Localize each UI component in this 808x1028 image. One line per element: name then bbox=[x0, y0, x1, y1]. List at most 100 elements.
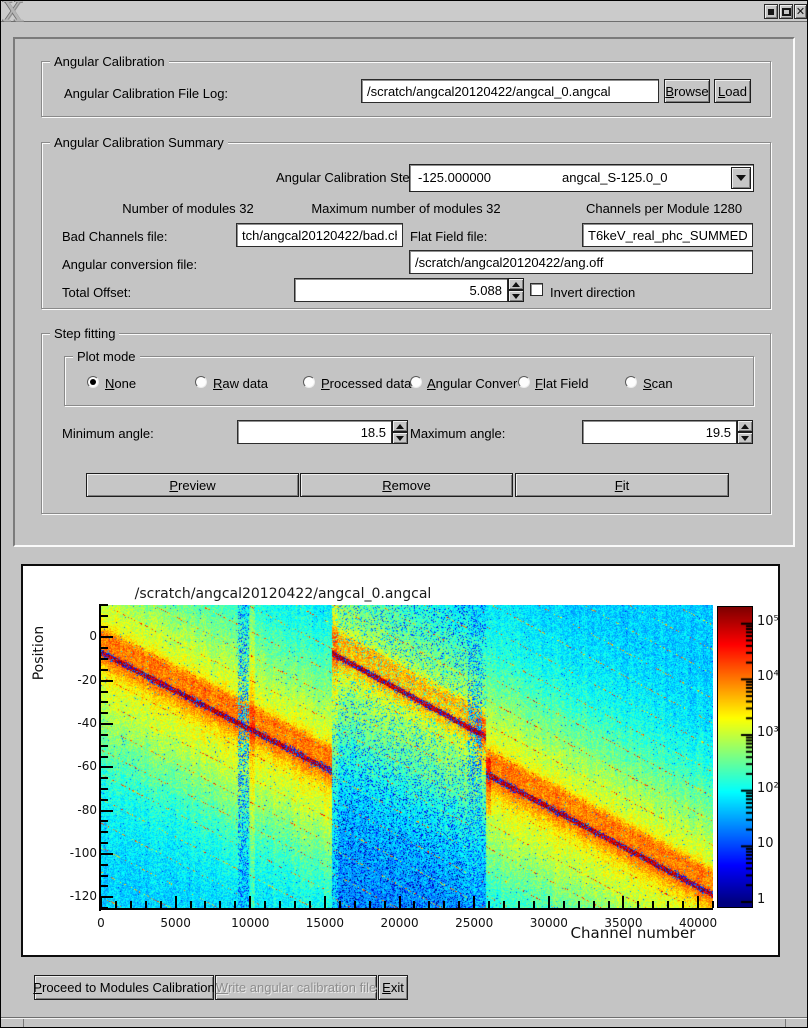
y-tick-minor bbox=[101, 733, 108, 736]
x-tick-major bbox=[323, 896, 326, 908]
x-tick-minor bbox=[189, 901, 192, 908]
frame-notch bbox=[23, 1019, 24, 1027]
steps-value-number: -125.000000 bbox=[418, 170, 492, 185]
steps-combobox[interactable]: -125.000000 angcal_S-125.0_0 bbox=[409, 164, 754, 192]
close-button[interactable]: ✕ bbox=[794, 4, 807, 19]
radio-scan-label[interactable]: Scan bbox=[643, 376, 673, 391]
group-title: Angular Calibration Summary bbox=[50, 136, 228, 150]
x-tick-minor bbox=[264, 901, 267, 908]
y-tick-minor bbox=[101, 777, 108, 780]
plot-panel: /scratch/angcal20120422/angcal_0.angcal … bbox=[21, 564, 780, 957]
heatmap-canvas bbox=[101, 605, 713, 908]
x-tick-minor bbox=[219, 901, 222, 908]
radio-none-label[interactable]: None bbox=[105, 376, 137, 391]
x-tick-minor bbox=[114, 901, 117, 908]
spin-down-button[interactable] bbox=[392, 432, 408, 444]
x-tick-minor bbox=[428, 901, 431, 908]
radio-angular-conversion[interactable] bbox=[410, 376, 422, 388]
radio-processed-data[interactable] bbox=[303, 376, 315, 388]
x-tick-minor bbox=[592, 901, 595, 908]
x-tick-minor bbox=[294, 901, 297, 908]
total-offset-input[interactable] bbox=[294, 278, 508, 302]
y-tick-minor bbox=[101, 658, 108, 661]
x-tick-minor bbox=[517, 901, 520, 908]
minimize-button[interactable] bbox=[764, 4, 778, 19]
x-tick-label: 10000 bbox=[231, 916, 270, 930]
x-tick-minor bbox=[682, 901, 685, 908]
bad-channels-input[interactable] bbox=[236, 223, 403, 247]
x-tick-label: 0 bbox=[97, 916, 105, 930]
ang-conv-input[interactable] bbox=[409, 250, 753, 274]
y-tick-minor bbox=[101, 842, 108, 845]
radio-none[interactable] bbox=[87, 376, 99, 388]
x-tick-minor bbox=[503, 901, 506, 908]
plot-title: /scratch/angcal20120422/angcal_0.angcal bbox=[134, 586, 432, 602]
combo-dropdown-button[interactable] bbox=[731, 167, 751, 189]
steps-label: Angular Calibration Steps: bbox=[275, 170, 427, 185]
x-tick-minor bbox=[488, 901, 491, 908]
x-tick-minor bbox=[368, 901, 371, 908]
colorbar-tick-label: 10³ bbox=[757, 725, 779, 740]
y-tick-minor bbox=[101, 863, 108, 866]
y-tick-major bbox=[101, 723, 113, 726]
max-angle-input[interactable] bbox=[582, 420, 737, 444]
bad-channels-label: Bad Channels file: bbox=[62, 229, 168, 244]
x11-logo-icon: X bbox=[3, 0, 23, 28]
y-tick-major bbox=[101, 852, 113, 855]
x-tick-minor bbox=[279, 901, 282, 908]
x-tick-major bbox=[249, 896, 252, 908]
y-tick-label: -40 bbox=[77, 716, 97, 731]
x-tick-minor bbox=[144, 901, 147, 908]
y-tick-minor bbox=[101, 907, 108, 909]
radio-flat-field-label[interactable]: Flat Field bbox=[535, 376, 589, 391]
x-tick-minor bbox=[204, 901, 207, 908]
min-angle-input[interactable] bbox=[237, 420, 392, 444]
total-offset-stepper bbox=[508, 278, 524, 302]
spin-up-button[interactable] bbox=[508, 278, 524, 290]
spin-up-button[interactable] bbox=[737, 420, 753, 432]
title-bar[interactable] bbox=[1, 1, 807, 22]
radio-scan[interactable] bbox=[625, 376, 637, 388]
spin-up-button[interactable] bbox=[392, 420, 408, 432]
radio-raw-data-label[interactable]: Raw data bbox=[213, 376, 268, 391]
y-tick-major bbox=[101, 636, 113, 639]
x-tick-label: 5000 bbox=[160, 916, 191, 930]
max-angle-label: Maximum angle: bbox=[410, 426, 506, 441]
steps-value-name: angcal_S-125.0_0 bbox=[562, 170, 668, 185]
window-resize-bar[interactable] bbox=[1, 1017, 807, 1027]
y-tick-minor bbox=[101, 831, 108, 834]
x-tick-major bbox=[100, 896, 102, 908]
group-title: Angular Calibration bbox=[50, 55, 169, 69]
maximize-button[interactable] bbox=[779, 4, 793, 19]
colorbar-tick-label: 10² bbox=[757, 780, 779, 796]
radio-processed-data-label[interactable]: Processed data bbox=[321, 376, 412, 391]
spin-down-button[interactable] bbox=[508, 290, 524, 302]
radio-flat-field[interactable] bbox=[518, 376, 530, 388]
x-tick-minor bbox=[159, 901, 162, 908]
radio-angular-conversion-label[interactable]: Angular Conver bbox=[427, 376, 518, 391]
file-log-input[interactable] bbox=[361, 79, 659, 103]
arrow-down-icon bbox=[396, 435, 404, 441]
flat-field-input[interactable] bbox=[582, 223, 753, 247]
x-tick-label: 15000 bbox=[305, 916, 344, 930]
x-tick-major bbox=[622, 896, 625, 908]
x-tick-label: 20000 bbox=[380, 916, 419, 930]
channels-per-module-label: Channels per Module 1280 bbox=[585, 201, 743, 216]
spin-down-button[interactable] bbox=[737, 432, 753, 444]
radio-raw-data[interactable] bbox=[195, 376, 207, 388]
invert-direction-checkbox[interactable] bbox=[530, 283, 543, 296]
min-angle-label: Minimum angle: bbox=[62, 426, 154, 441]
x-tick-minor bbox=[413, 901, 416, 908]
min-angle-stepper bbox=[392, 420, 408, 444]
y-axis-line bbox=[99, 604, 101, 911]
step-fitting-group: Step fitting Plot mode None Raw data Pro… bbox=[41, 327, 771, 514]
